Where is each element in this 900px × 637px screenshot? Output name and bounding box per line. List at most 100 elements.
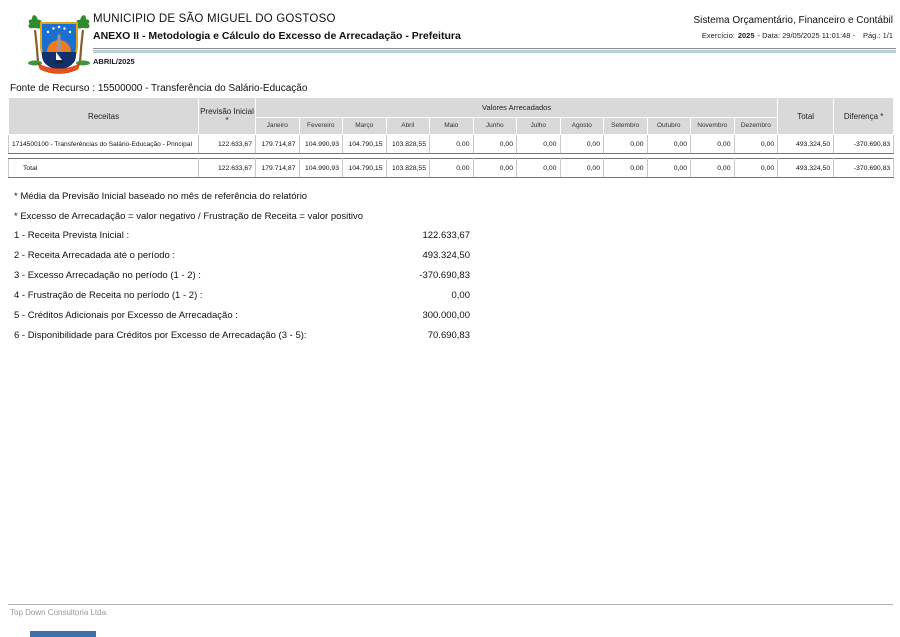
col-header-maio: Maio — [429, 116, 474, 136]
shield-stars — [46, 25, 72, 34]
summary-value-3: -370.690,83 — [419, 270, 470, 281]
col-header-agosto: Agosto — [559, 116, 604, 136]
total-total: 493.324,50 — [777, 158, 835, 178]
total-fev: 104.990,93 — [298, 158, 343, 178]
municipality-name: MUNICIPIO DE SÃO MIGUEL DO GOSTOSO — [93, 13, 336, 25]
col-header-total: Total — [777, 97, 835, 135]
exercise-label: Exercício: — [701, 31, 735, 40]
total-jul: 0,00 — [516, 158, 561, 178]
summary-value-1: 122.633,67 — [422, 230, 470, 241]
total-nov: 0,00 — [690, 158, 735, 178]
header-divider — [93, 48, 896, 53]
total-abr: 103.828,55 — [385, 158, 430, 178]
col-header-previsao-inicial: Previsão Inicial * — [198, 97, 256, 135]
revenue-total: 493.324,50 — [777, 134, 835, 154]
revenue-dez: 0,00 — [733, 134, 779, 154]
sea — [42, 51, 76, 70]
col-header-junho: Junho — [472, 116, 517, 136]
revenue-set: 0,00 — [603, 134, 648, 154]
footnote-excesso: * Excesso de Arrecadação = valor negativ… — [14, 211, 364, 222]
header-right: Sistema Orçamentário, Financeiro e Contá… — [693, 15, 893, 40]
revenue-jul: 0,00 — [516, 134, 561, 154]
revenue-diferenca: -370.690,83 — [833, 134, 895, 154]
exercise-value: 2025 — [737, 31, 755, 40]
col-header-dezembro: Dezembro — [733, 116, 779, 136]
municipal-coat-of-arms-icon — [28, 15, 90, 74]
ribbon-banner — [37, 62, 81, 74]
palm-fronds-left — [28, 15, 42, 29]
summary-label-6: 6 - Disponibilidade para Créditos por Ex… — [14, 330, 307, 341]
lighthouse-top — [57, 33, 61, 35]
summary-row-6: 6 - Disponibilidade para Créditos por Ex… — [14, 330, 470, 350]
summary-list: 1 - Receita Prevista Inicial : 122.633,6… — [14, 230, 470, 350]
revenue-ago: 0,00 — [559, 134, 604, 154]
revenue-mar: 104.790,15 — [342, 134, 387, 154]
header-left: MUNICIPIO DE SÃO MIGUEL DO GOSTOSO ANEXO… — [93, 13, 461, 42]
col-header-receitas: Receitas — [8, 97, 199, 135]
col-header-outubro: Outubro — [646, 116, 691, 136]
col-header-julho: Julho — [516, 116, 561, 136]
table-row-revenue: 1714500100 - Transferências do Salário-E… — [8, 134, 895, 154]
total-jun: 0,00 — [472, 158, 517, 178]
col-header-marco: Março — [342, 116, 387, 136]
date-text: - Data: 29/05/2025 11:01:48 - — [757, 31, 855, 40]
report-meta: Exercício: 2025 - Data: 29/05/2025 11:01… — [693, 31, 893, 40]
total-set: 0,00 — [603, 158, 648, 178]
summary-row-3: 3 - Excesso Arrecadação no período (1 - … — [14, 270, 470, 290]
summary-row-4: 4 - Frustração de Receita no período (1 … — [14, 290, 470, 310]
col-header-janeiro: Janeiro — [255, 116, 300, 136]
sailboat-hull — [53, 61, 65, 64]
revenue-account-name: 1714500100 - Transferências do Salário-E… — [8, 134, 199, 154]
total-mai: 0,00 — [429, 158, 474, 178]
summary-label-5: 5 - Créditos Adicionais por Excesso de A… — [14, 310, 238, 321]
total-ago: 0,00 — [559, 158, 604, 178]
summary-value-4: 0,00 — [451, 290, 471, 301]
summary-label-4: 4 - Frustração de Receita no período (1 … — [14, 290, 203, 301]
table-row-total: Total 122.633,67 179.714,87 104.990,93 1… — [8, 158, 895, 178]
total-row-label: Total — [8, 158, 199, 178]
revenue-fev: 104.990,93 — [298, 134, 343, 154]
month-header-row: Janeiro Fevereiro Março Abril Maio Junho… — [9, 116, 894, 136]
summary-row-1: 1 - Receita Prevista Inicial : 122.633,6… — [14, 230, 470, 250]
revenue-jun: 0,00 — [472, 134, 517, 154]
total-dez: 0,00 — [733, 158, 779, 178]
revenue-abr: 103.828,55 — [385, 134, 430, 154]
total-mar: 104.790,15 — [342, 158, 387, 178]
footnote-previsao: * Média da Previsão Inicial baseado no m… — [14, 191, 308, 202]
col-header-abril: Abril — [385, 116, 430, 136]
summary-value-2: 493.324,50 — [422, 250, 470, 261]
table-header: Receitas Previsão Inicial * Valores Arre… — [8, 97, 895, 136]
bottom-blue-strip — [30, 631, 96, 637]
resource-source-line: Fonte de Recurso : 15500000 - Transferên… — [10, 83, 308, 94]
col-header-fevereiro: Fevereiro — [298, 116, 343, 136]
revenue-nov: 0,00 — [690, 134, 735, 154]
palm-fronds-right — [76, 15, 90, 29]
lighthouse — [57, 35, 61, 52]
col-header-valores-arrecadados: Valores Arrecadados — [254, 97, 779, 118]
total-jan: 179.714,87 — [255, 158, 300, 178]
col-header-setembro: Setembro — [603, 116, 648, 136]
col-header-novembro: Novembro — [690, 116, 735, 136]
revenue-mai: 0,00 — [429, 134, 474, 154]
summary-label-2: 2 - Receita Arrecadada até o período : — [14, 250, 176, 261]
palm-trunk-left — [33, 29, 40, 63]
revenue-previsao: 122.633,67 — [198, 134, 256, 154]
revenue-table: Receitas Previsão Inicial * Valores Arre… — [8, 97, 895, 178]
total-diferenca: -370.690,83 — [833, 158, 895, 178]
report-title: ANEXO II - Metodologia e Cálculo do Exce… — [93, 30, 461, 42]
palm-trunk-right — [78, 29, 85, 63]
summary-row-5: 5 - Créditos Adicionais por Excesso de A… — [14, 310, 470, 330]
revenue-table-wrap: Receitas Previsão Inicial * Valores Arre… — [8, 97, 895, 178]
system-name: Sistema Orçamentário, Financeiro e Contá… — [693, 15, 893, 26]
summary-value-6: 70.690,83 — [427, 330, 470, 341]
page-number: Pág.: 1/1 — [862, 31, 893, 40]
footer-divider — [8, 604, 893, 605]
summary-label-3: 3 - Excesso Arrecadação no período (1 - … — [14, 270, 201, 281]
summary-row-2: 2 - Receita Arrecadada até o período : 4… — [14, 250, 470, 270]
footer-company-name: Top Down Consultoria Ltda. — [10, 608, 109, 617]
col-header-diferenca: Diferença * — [833, 97, 895, 135]
sailboat-sail — [56, 52, 62, 60]
revenue-out: 0,00 — [646, 134, 691, 154]
summary-value-5: 300.000,00 — [422, 310, 470, 321]
